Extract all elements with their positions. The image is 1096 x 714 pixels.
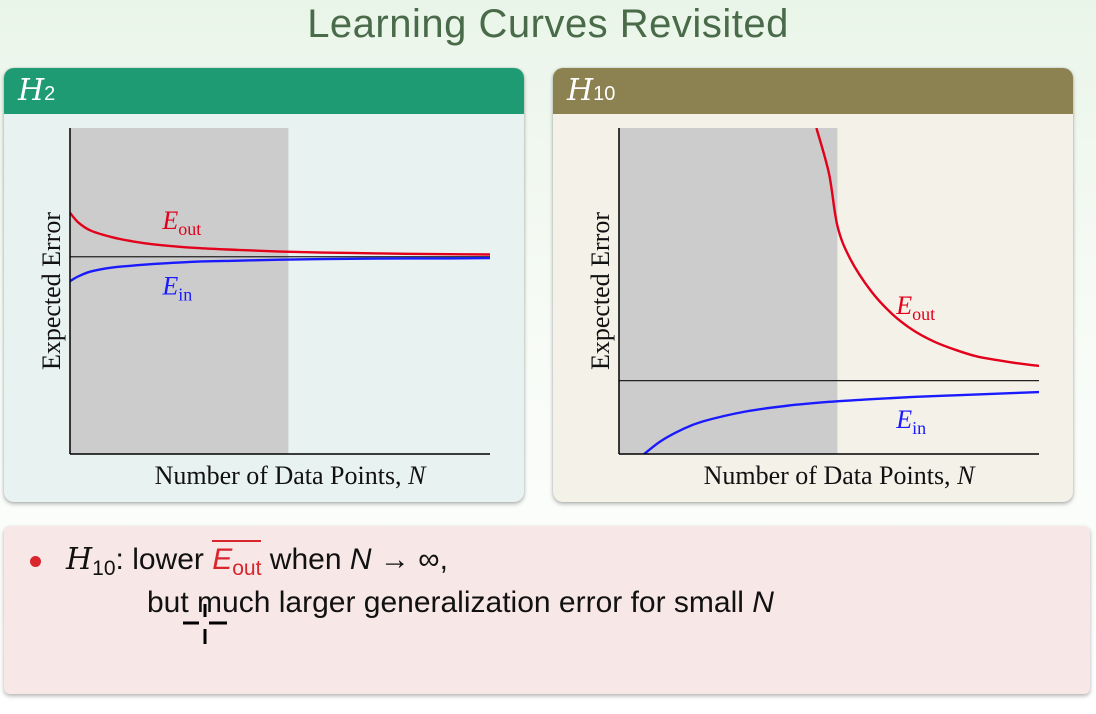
header-subscript: 10: [593, 83, 616, 105]
shaded-region: [70, 128, 289, 454]
panel-h2: H2 Eout Ein Number of Data Points, N Expect…: [4, 68, 524, 502]
header-symbol: H: [18, 73, 45, 108]
chart-h2: Eout Ein Number of Data Points, N Expected …: [37, 128, 490, 490]
header-subscript: 2: [44, 83, 56, 105]
bullet-hypothesis: H10: [66, 542, 116, 580]
series-line-e-out: [70, 211, 490, 256]
series-label-e-out: Eout: [895, 291, 935, 324]
bullet-box: [4, 526, 1090, 694]
slide-title: Learning Curves Revisited: [307, 2, 789, 46]
chart-h10: Eout Ein Number of Data Points, N Expected …: [586, 128, 1039, 490]
series-line-e-out: [815, 128, 1039, 368]
series-line-e-in: [643, 390, 1039, 454]
panel-header-h10: H10: [553, 68, 1073, 114]
y-axis-label: Expected Error: [586, 212, 615, 370]
x-axis-label: Number of Data Points, N: [155, 461, 427, 490]
panel-header-h2: H2: [4, 68, 524, 114]
bullet-line-1: H10: lower Eout when N → ∞,: [66, 540, 448, 580]
header-symbol: H: [567, 73, 594, 108]
crosshair-cursor-icon: [183, 604, 227, 644]
x-axis-label: Number of Data Points, N: [704, 461, 976, 490]
bullet-dot-icon: [30, 556, 41, 567]
shaded-region: [619, 128, 838, 454]
bullet-eout-bar: Eout: [212, 540, 262, 580]
series-line-e-in: [70, 256, 490, 283]
series-label-e-out: Eout: [161, 206, 201, 239]
series-label-e-in: Ein: [161, 271, 192, 304]
bullet-line-2: but much larger generalization error for…: [147, 586, 774, 619]
panel-h10: H10 Eout Ein Number of Data Points, N Expec…: [553, 68, 1073, 502]
y-axis-label: Expected Error: [37, 212, 66, 370]
series-label-e-in: Ein: [895, 405, 926, 438]
